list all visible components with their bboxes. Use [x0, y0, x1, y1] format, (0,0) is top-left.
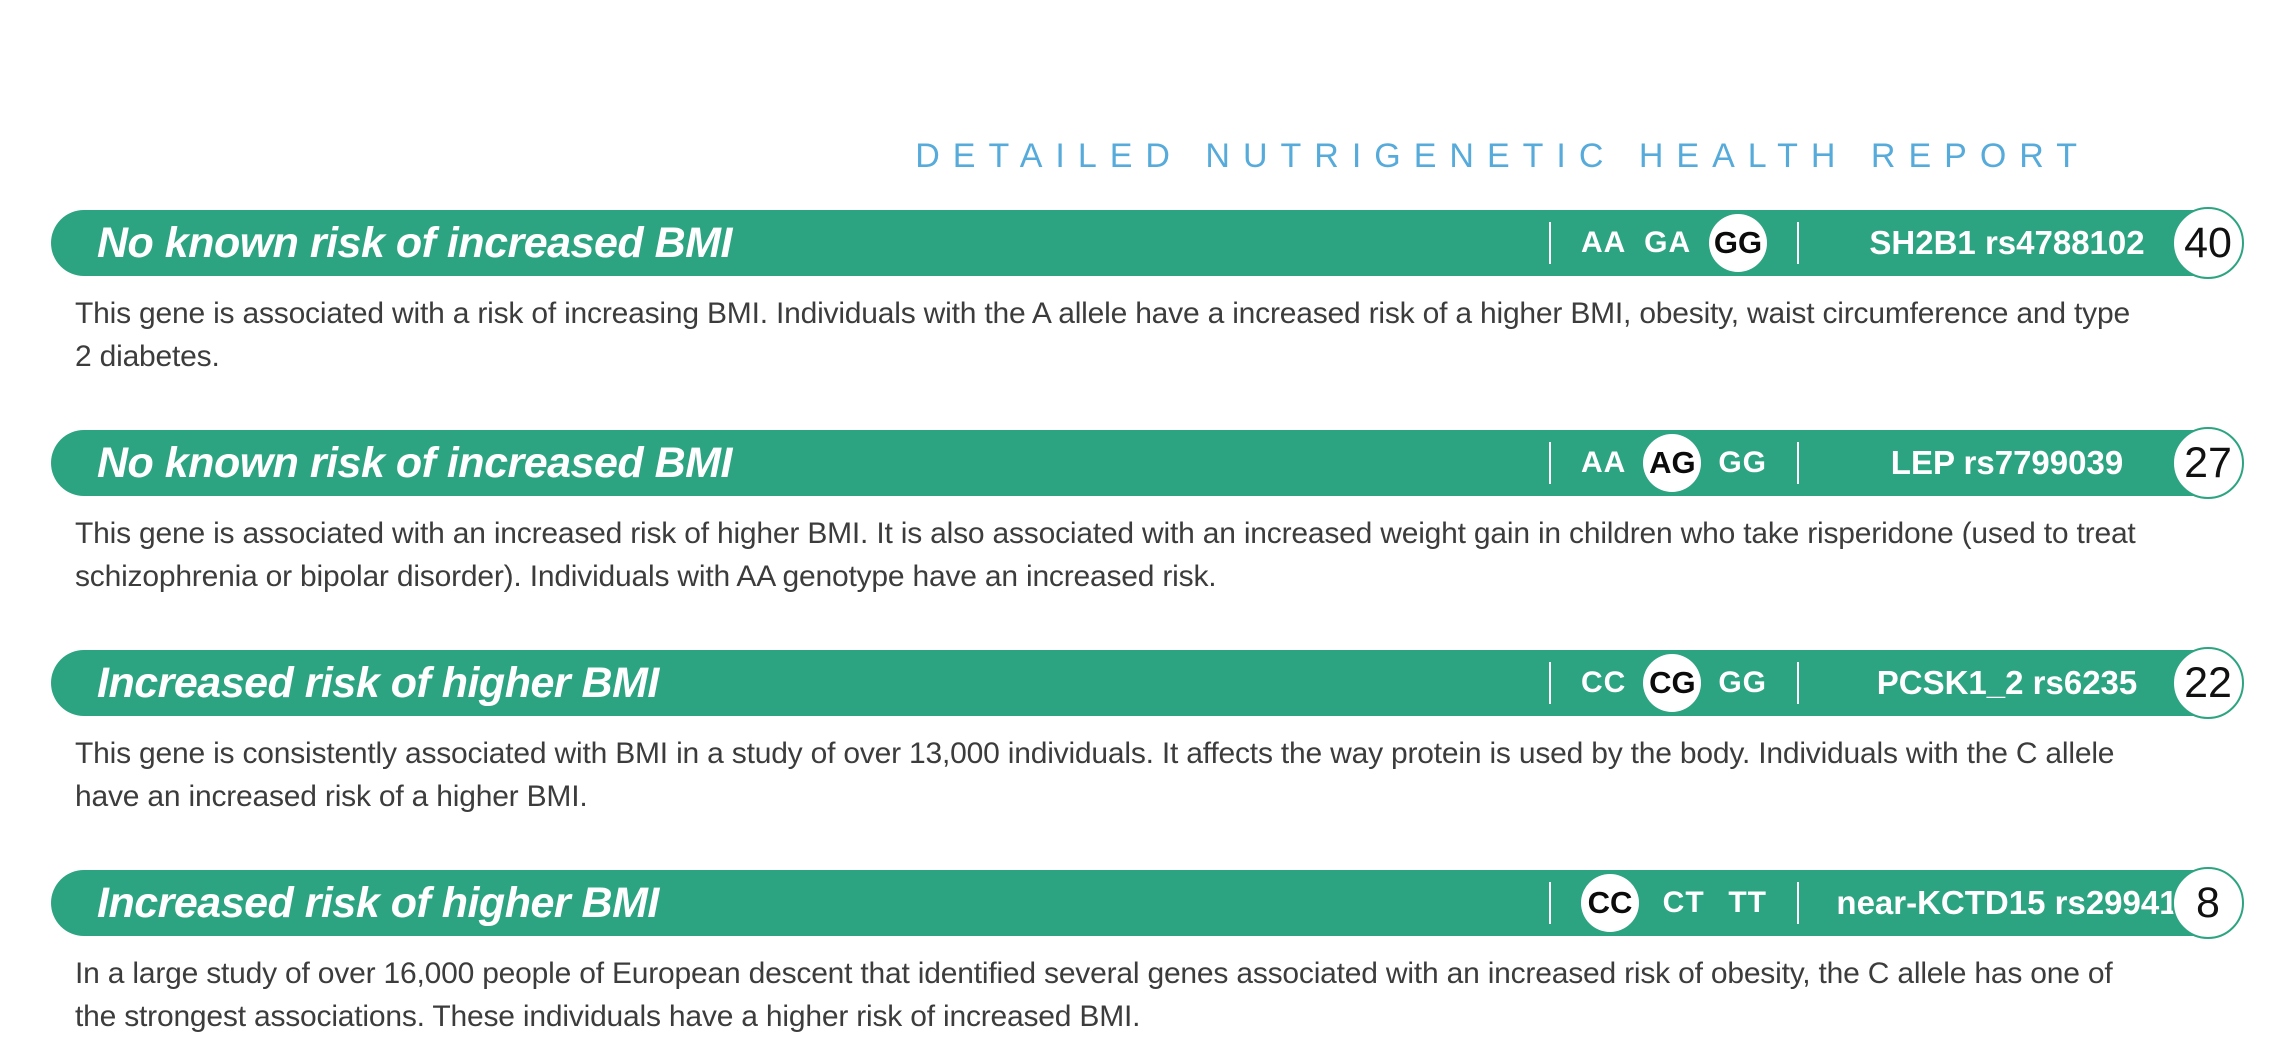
page-title: DETAILED NUTRIGENETIC HEALTH REPORT: [915, 137, 2090, 175]
gene-report-block: Increased risk of higher BMI CC CG GG PC…: [0, 647, 2282, 818]
risk-title: Increased risk of higher BMI: [97, 658, 659, 707]
gene-description: This gene is associated with a risk of i…: [75, 297, 2130, 373]
gene-name: near-KCTD15 rs29941: [1836, 884, 2178, 921]
genotype-option: CT: [1662, 886, 1705, 919]
divider: [1549, 882, 1551, 924]
page-number-badge: 22: [2172, 647, 2244, 719]
divider: [1797, 662, 1799, 704]
risk-banner: Increased risk of higher BMI CC CG GG PC…: [51, 647, 2244, 719]
genotype-options: AA AG GG: [1551, 434, 1797, 492]
gene-description: This gene is consistently associated wit…: [75, 737, 2115, 813]
divider: [1797, 222, 1799, 264]
genotype-options: CC CG GG: [1551, 654, 1797, 712]
genotype-option-selected: CC: [1581, 874, 1639, 932]
genotype-option: GG: [1718, 666, 1767, 699]
divider: [1549, 222, 1551, 264]
gene-report-block: Increased risk of higher BMI CC CT TT ne…: [0, 867, 2282, 1038]
risk-title: No known risk of increased BMI: [97, 438, 732, 487]
gene-report-block: No known risk of increased BMI AA AG GG …: [0, 427, 2282, 598]
gene-description: This gene is associated with an increase…: [75, 517, 2136, 593]
genotype-option-selected: GG: [1709, 214, 1767, 272]
genotype-option: TT: [1728, 886, 1767, 919]
page-number-badge: 40: [2172, 207, 2244, 279]
page-number-badge: 27: [2172, 427, 2244, 499]
divider: [1797, 442, 1799, 484]
gene-report-block: No known risk of increased BMI AA GA GG …: [0, 207, 2282, 378]
risk-banner: No known risk of increased BMI AA GA GG …: [51, 207, 2244, 279]
gene-name: SH2B1 rs4788102: [1869, 224, 2145, 261]
gene-description: In a large study of over 16,000 people o…: [75, 957, 2113, 1033]
divider: [1549, 662, 1551, 704]
genotype-option: AA: [1581, 226, 1627, 259]
genotype-options: CC CT TT: [1551, 874, 1797, 932]
gene-name: LEP rs7799039: [1890, 444, 2124, 481]
genotype-option: AA: [1581, 446, 1627, 479]
divider: [1797, 882, 1799, 924]
risk-banner: Increased risk of higher BMI CC CT TT ne…: [51, 867, 2244, 939]
risk-title: No known risk of increased BMI: [97, 218, 732, 267]
genotype-options: AA GA GG: [1551, 214, 1797, 272]
risk-banner: No known risk of increased BMI AA AG GG …: [51, 427, 2244, 499]
risk-title: Increased risk of higher BMI: [97, 878, 659, 927]
genotype-option: GA: [1644, 226, 1692, 259]
gene-name: PCSK1_2 rs6235: [1876, 664, 2138, 701]
divider: [1549, 442, 1551, 484]
genotype-option: GG: [1718, 446, 1767, 479]
genotype-option-selected: CG: [1643, 654, 1702, 712]
genotype-option: CC: [1581, 666, 1627, 699]
genotype-option-selected: AG: [1643, 434, 1702, 492]
page-number-badge: 8: [2172, 867, 2244, 939]
